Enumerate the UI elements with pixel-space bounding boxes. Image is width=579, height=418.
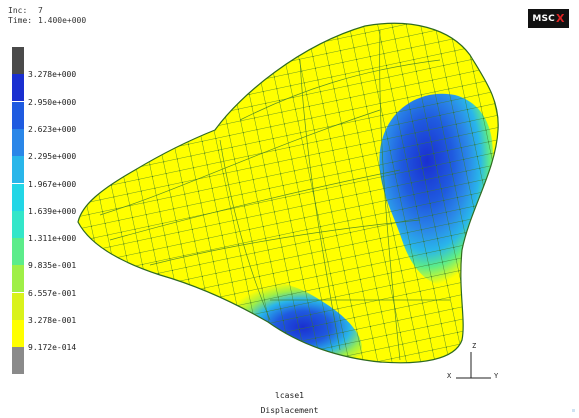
increment-info: Inc: 7 Time: 1.400e+000: [8, 6, 86, 26]
inc-label: Inc:: [8, 6, 28, 15]
loadcase-label: lcase1: [275, 391, 304, 400]
legend-value-label: 9.172e-014: [28, 343, 77, 353]
fem-mesh-viewport[interactable]: [60, 20, 579, 390]
legend-value-label: 1.639e+000: [28, 206, 77, 216]
legend-value-label: 9.835e-001: [28, 261, 77, 271]
legend-value-label: 1.967e+000: [28, 179, 77, 189]
result-quantity-label: Displacement: [260, 406, 319, 415]
legend-swatch: [12, 238, 24, 266]
legend-swatch: [12, 265, 24, 293]
legend-swatch: [12, 292, 24, 320]
legend-swatch: [12, 101, 24, 129]
legend-value-label: 2.295e+000: [28, 152, 77, 162]
contour-legend-bar: [12, 47, 24, 375]
legend-swatch: [12, 347, 24, 375]
legend-value-label: 3.278e-001: [28, 316, 77, 325]
coordinate-triad: Z X Y: [446, 340, 506, 385]
mesh-outline: [77, 22, 499, 364]
axis-z-label: Z: [472, 342, 477, 350]
axis-x-label: X: [447, 372, 452, 380]
logo-text: MSC: [532, 13, 555, 24]
legend-swatch: [12, 210, 24, 238]
legend-swatch: [12, 156, 24, 184]
inc-value: 7: [38, 6, 43, 15]
legend-value-label: 1.311e+000: [28, 234, 77, 244]
legend-swatch: [12, 320, 24, 347]
legend-swatch: [12, 47, 24, 74]
legend-swatch: [12, 74, 24, 102]
legend-swatch: [12, 183, 24, 211]
msc-logo: MSC X: [528, 9, 569, 28]
time-label: Time:: [8, 16, 33, 25]
legend-value-label: 3.278e+000: [28, 70, 77, 80]
time-value: 1.400e+000: [38, 16, 87, 25]
legend-value-label: 2.623e+000: [28, 124, 77, 134]
legend-value-label: 2.950e+000: [28, 97, 77, 107]
axis-y-label: Y: [494, 372, 499, 380]
legend-value-label: 6.557e-001: [28, 288, 77, 298]
logo-mark: X: [555, 12, 565, 25]
status-indicator: [572, 409, 575, 412]
legend-swatch: [12, 128, 24, 156]
